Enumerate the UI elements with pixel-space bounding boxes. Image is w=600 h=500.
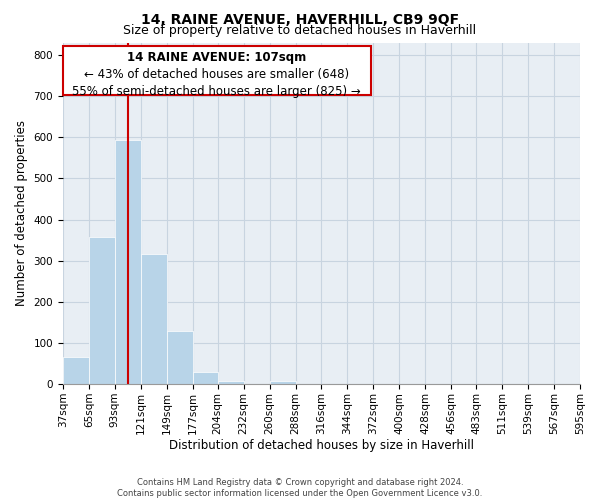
Text: Contains HM Land Registry data © Crown copyright and database right 2024.
Contai: Contains HM Land Registry data © Crown c… bbox=[118, 478, 482, 498]
Bar bbox=[218, 381, 244, 384]
Bar bbox=[167, 330, 193, 384]
FancyBboxPatch shape bbox=[63, 46, 371, 96]
Bar bbox=[115, 140, 141, 384]
Bar bbox=[269, 381, 296, 384]
Bar bbox=[89, 237, 115, 384]
Text: 55% of semi-detached houses are larger (825) →: 55% of semi-detached houses are larger (… bbox=[73, 84, 361, 98]
Bar bbox=[63, 358, 89, 384]
Text: 14 RAINE AVENUE: 107sqm: 14 RAINE AVENUE: 107sqm bbox=[127, 51, 307, 64]
Bar bbox=[193, 372, 218, 384]
Bar bbox=[141, 254, 167, 384]
Text: Size of property relative to detached houses in Haverhill: Size of property relative to detached ho… bbox=[124, 24, 476, 37]
Y-axis label: Number of detached properties: Number of detached properties bbox=[15, 120, 28, 306]
Text: ← 43% of detached houses are smaller (648): ← 43% of detached houses are smaller (64… bbox=[84, 68, 349, 81]
X-axis label: Distribution of detached houses by size in Haverhill: Distribution of detached houses by size … bbox=[169, 440, 474, 452]
Text: 14, RAINE AVENUE, HAVERHILL, CB9 9QF: 14, RAINE AVENUE, HAVERHILL, CB9 9QF bbox=[141, 12, 459, 26]
